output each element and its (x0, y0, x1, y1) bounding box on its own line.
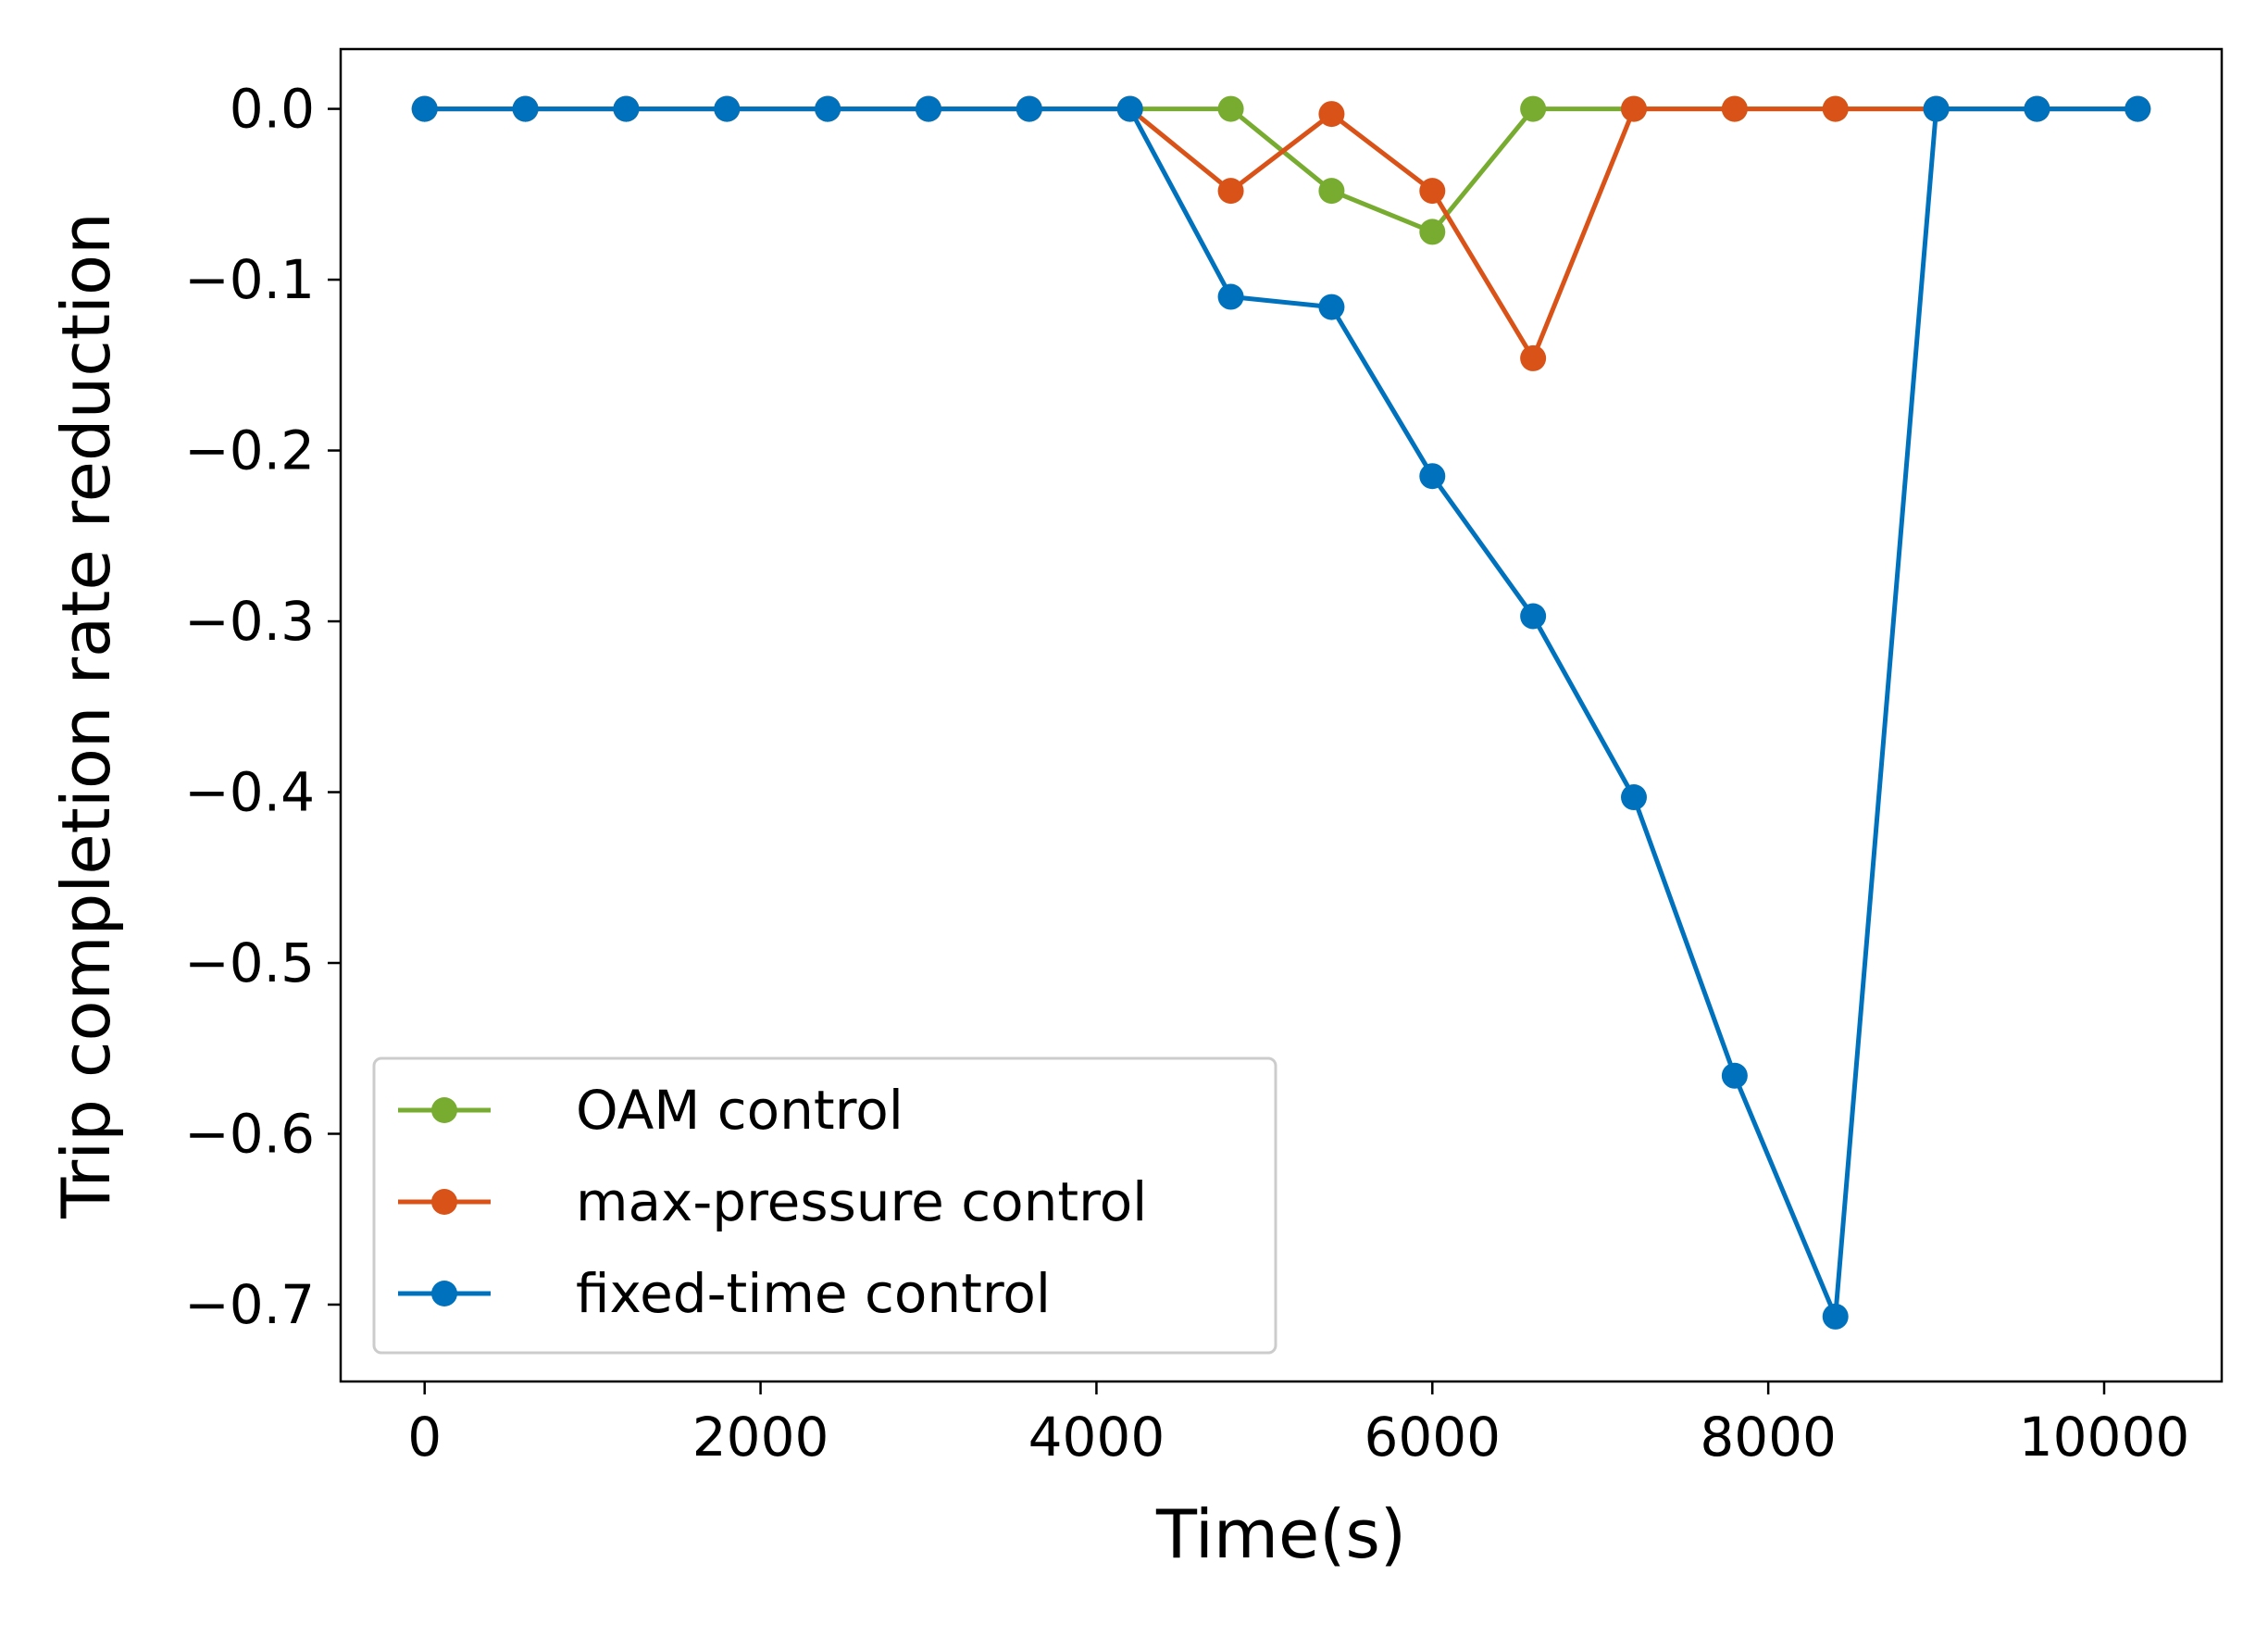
legend-label: OAM control (576, 1079, 903, 1142)
data-point (1923, 95, 1950, 122)
data-point (1318, 101, 1345, 128)
data-point (1217, 283, 1244, 310)
legend: OAM control max-pressure control fixed-tim… (372, 1056, 1277, 1355)
data-point (714, 95, 741, 122)
x-axis-title: Time(s) (1155, 1495, 1406, 1573)
x-tick-label: 10000 (2019, 1406, 2190, 1469)
y-axis-title: Trip completion rate reduction (47, 212, 125, 1219)
series-fixed-time-control (411, 95, 2151, 1330)
series-layer (411, 95, 2151, 1330)
data-point (1721, 1062, 1748, 1089)
y-tick-label: −0.4 (184, 761, 315, 824)
legend-swatch-marker (431, 1189, 457, 1215)
x-tick-label: 0 (407, 1406, 442, 1469)
data-point (1419, 219, 1446, 245)
x-tick-label: 8000 (1700, 1406, 1837, 1469)
data-point (613, 95, 640, 122)
legend-label: max-pressure control (576, 1170, 1147, 1233)
data-point (2024, 95, 2050, 122)
data-point (512, 95, 539, 122)
legend-item: fixed-time control (398, 1262, 1051, 1325)
legend-item: max-pressure control (398, 1170, 1147, 1233)
x-axis: 0 2000 4000 6000 8000 10000 (407, 1381, 2189, 1469)
series-line (424, 106, 2138, 1319)
data-point (1419, 463, 1446, 490)
data-point (1520, 603, 1547, 630)
data-point (1318, 294, 1345, 320)
data-point (1621, 784, 1647, 811)
y-tick-label: −0.2 (184, 419, 315, 482)
data-point (1822, 95, 1849, 122)
y-tick-label: −0.1 (184, 248, 315, 311)
legend-box (372, 1056, 1277, 1355)
data-point (1217, 178, 1244, 205)
y-tick-label: −0.3 (184, 590, 315, 653)
data-point (1318, 178, 1345, 205)
data-point (2125, 95, 2151, 122)
data-point (1016, 95, 1042, 122)
data-point (1116, 95, 1143, 122)
legend-swatch-marker (431, 1281, 457, 1306)
data-point (1520, 95, 1547, 122)
data-point (1520, 344, 1547, 371)
legend-item: OAM control (398, 1079, 903, 1142)
x-tick-label: 6000 (1364, 1406, 1501, 1469)
data-point (1822, 1303, 1849, 1330)
legend-label: fixed-time control (576, 1262, 1051, 1325)
legend-swatch-marker (431, 1097, 457, 1123)
data-point (1217, 95, 1244, 122)
y-axis: 0.0 −0.1 −0.2 −0.3 −0.4 −0.5 −0.6 −0.7 (184, 78, 341, 1336)
plot-frame (339, 47, 2224, 1383)
x-tick-label: 4000 (1028, 1406, 1165, 1469)
data-point (1621, 95, 1647, 122)
data-point (916, 95, 941, 122)
data-point (411, 95, 438, 122)
data-point (1419, 178, 1446, 205)
x-tick-label: 2000 (692, 1406, 829, 1469)
data-point (815, 95, 841, 122)
y-tick-label: −0.5 (184, 931, 315, 994)
y-tick-label: −0.6 (184, 1102, 315, 1165)
data-point (1721, 95, 1748, 122)
y-tick-label: −0.7 (184, 1273, 315, 1336)
y-tick-label: 0.0 (230, 78, 315, 141)
